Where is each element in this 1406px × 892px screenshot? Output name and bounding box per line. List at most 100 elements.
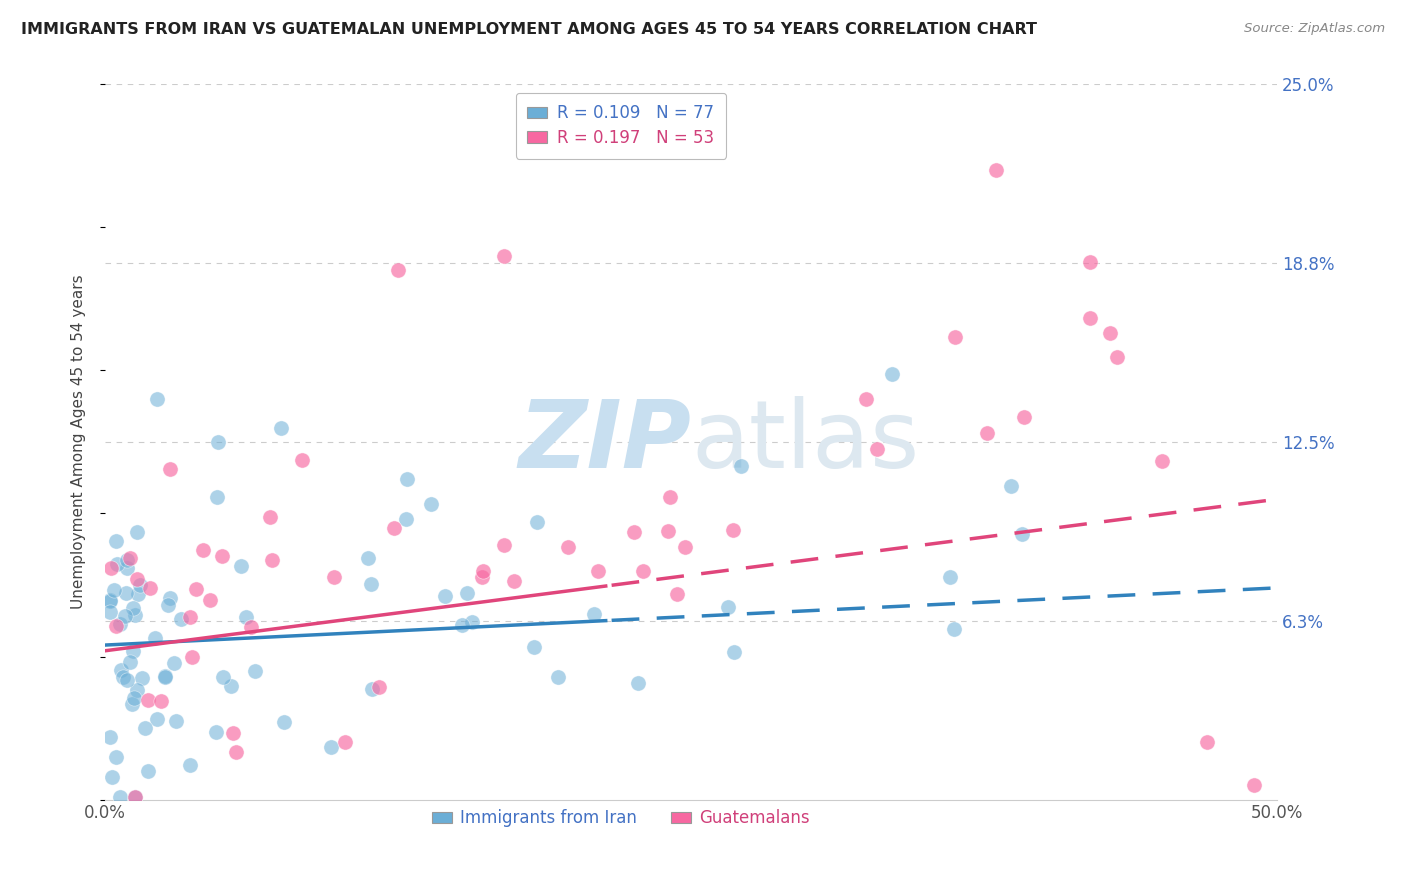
Point <box>451 618 474 632</box>
Point <box>243 664 266 678</box>
Point <box>131 671 153 685</box>
Point <box>666 587 689 601</box>
Point <box>976 425 998 440</box>
Point <box>205 725 228 739</box>
Point <box>179 610 201 624</box>
Point <box>157 598 180 612</box>
Point <box>115 586 138 600</box>
Point <box>180 650 202 665</box>
Point <box>98 605 121 619</box>
Point <box>673 540 696 554</box>
Text: Source: ZipAtlas.com: Source: ZipAtlas.com <box>1244 22 1385 36</box>
Point <box>104 749 127 764</box>
Point <box>124 607 146 622</box>
Point <box>98 592 121 607</box>
Point <box>165 714 187 728</box>
Point <box>108 789 131 804</box>
Point <box>219 679 242 693</box>
Point <box>136 692 159 706</box>
Point <box>319 739 342 754</box>
Point <box>207 434 229 449</box>
Point <box>273 715 295 730</box>
Point <box>943 330 966 344</box>
Point <box>222 726 245 740</box>
Point <box>291 453 314 467</box>
Point <box>333 735 356 749</box>
Point <box>586 564 609 578</box>
Point <box>134 721 156 735</box>
Text: atlas: atlas <box>692 396 920 488</box>
Point <box>122 690 145 705</box>
Point <box>492 537 515 551</box>
Point <box>100 770 122 784</box>
Point <box>150 694 173 708</box>
Point <box>105 534 128 549</box>
Point <box>1150 454 1173 468</box>
Point <box>211 670 233 684</box>
Point <box>225 745 247 759</box>
Point <box>124 789 146 804</box>
Point <box>124 789 146 804</box>
Point <box>128 578 150 592</box>
Point <box>1078 254 1101 268</box>
Point <box>526 515 548 529</box>
Point <box>122 600 145 615</box>
Point <box>1012 410 1035 425</box>
Point <box>111 669 134 683</box>
Point <box>146 712 169 726</box>
Point <box>460 615 482 629</box>
Point <box>127 586 149 600</box>
Point <box>259 510 281 524</box>
Point <box>357 550 380 565</box>
Point <box>503 574 526 588</box>
Point <box>139 581 162 595</box>
Point <box>942 622 965 636</box>
Text: ZIP: ZIP <box>519 396 692 488</box>
Point <box>1243 778 1265 792</box>
Point <box>117 561 139 575</box>
Point <box>159 591 181 606</box>
Point <box>1195 735 1218 749</box>
Point <box>100 561 122 575</box>
Point <box>207 490 229 504</box>
Point <box>114 608 136 623</box>
Point <box>323 570 346 584</box>
Point <box>387 263 409 277</box>
Point <box>723 645 745 659</box>
Point <box>98 731 121 745</box>
Point <box>492 249 515 263</box>
Point <box>522 640 544 654</box>
Point <box>118 655 141 669</box>
Point <box>115 673 138 687</box>
Point <box>108 616 131 631</box>
Point <box>155 669 177 683</box>
Point <box>193 543 215 558</box>
Point <box>360 577 382 591</box>
Point <box>730 459 752 474</box>
Point <box>198 592 221 607</box>
Point <box>115 553 138 567</box>
Point <box>1011 527 1033 541</box>
Point <box>103 582 125 597</box>
Point <box>395 472 418 486</box>
Point <box>623 525 645 540</box>
Point <box>235 610 257 624</box>
Point <box>145 392 167 406</box>
Point <box>1105 351 1128 365</box>
Point <box>1078 311 1101 326</box>
Point <box>866 442 889 457</box>
Point <box>627 675 650 690</box>
Point <box>939 570 962 584</box>
Point <box>98 594 121 608</box>
Y-axis label: Unemployment Among Ages 45 to 54 years: Unemployment Among Ages 45 to 54 years <box>72 275 86 609</box>
Point <box>170 612 193 626</box>
Point <box>262 553 284 567</box>
Point <box>159 461 181 475</box>
Point <box>162 657 184 671</box>
Point <box>419 497 441 511</box>
Point <box>127 525 149 540</box>
Point <box>547 670 569 684</box>
Point <box>583 607 606 621</box>
Point <box>631 564 654 578</box>
Point <box>125 573 148 587</box>
